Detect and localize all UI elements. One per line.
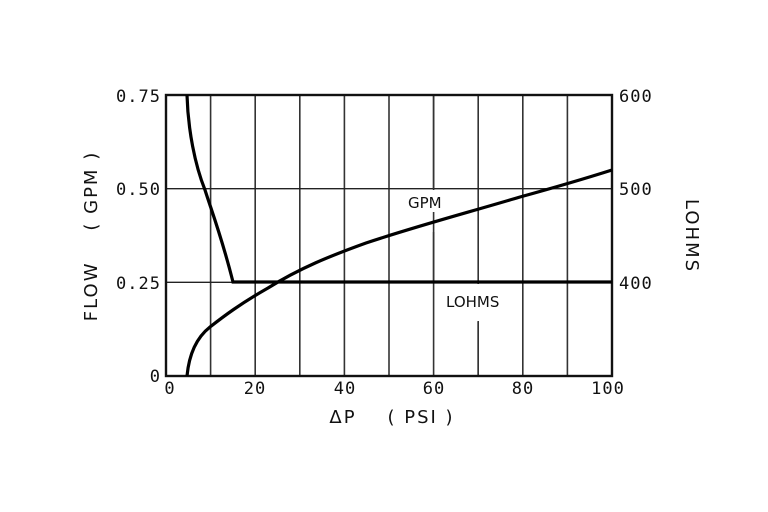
lohms-annotation: LOHMS	[446, 293, 499, 311]
gpm-annotation: GPM	[408, 194, 442, 212]
y2-tick-400: 400	[619, 274, 653, 294]
x-tick-40: 40	[334, 379, 356, 399]
y-tick-0-25: 0.25	[116, 274, 161, 294]
plot-frame	[164, 93, 614, 378]
y-axis-left-title: FLOW ( GPM )	[81, 151, 102, 321]
lohms-label-mask	[440, 284, 522, 321]
gpm-label-mask	[402, 190, 460, 212]
y-axis-left-ticks: 0.75 0.50 0.25 0	[116, 87, 161, 387]
x-tick-100: 100	[591, 379, 625, 399]
y-tick-0-75: 0.75	[116, 87, 161, 107]
x-tick-20: 20	[244, 379, 266, 399]
x-axis-ticks: 0 20 40 60 80 100	[164, 379, 625, 399]
x-tick-80: 80	[512, 379, 534, 399]
y2-tick-600: 600	[619, 87, 653, 107]
y-tick-0: 0	[150, 367, 161, 387]
x-tick-0: 0	[164, 379, 175, 399]
y2-tick-500: 500	[619, 180, 653, 200]
lohms-curve	[185, 94, 612, 284]
y-tick-0-50: 0.50	[116, 180, 161, 200]
y-axis-right-title: LOHMS	[681, 199, 702, 273]
x-axis-title: ΔP ( PSI )	[329, 407, 454, 428]
gpm-curve	[185, 168, 613, 377]
x-tick-60: 60	[423, 379, 445, 399]
y-axis-right-ticks: 600 500 400	[619, 87, 653, 294]
